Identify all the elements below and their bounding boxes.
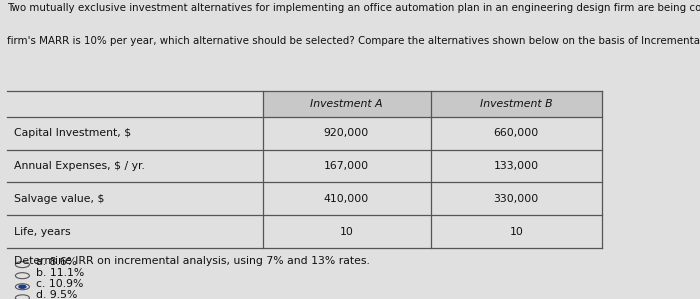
Text: 167,000: 167,000 — [324, 161, 369, 171]
Text: Determine IRR on incremental analysis, using 7% and 13% rates.: Determine IRR on incremental analysis, u… — [14, 256, 370, 266]
Text: 920,000: 920,000 — [324, 128, 369, 138]
Text: d. 9.5%: d. 9.5% — [36, 290, 78, 299]
Text: Capital Investment, $: Capital Investment, $ — [14, 128, 131, 138]
Text: 330,000: 330,000 — [494, 194, 539, 204]
Text: 10: 10 — [510, 227, 523, 237]
Text: 10: 10 — [340, 227, 354, 237]
Bar — [262, 91, 430, 117]
Text: Life, years: Life, years — [14, 227, 71, 237]
Text: 133,000: 133,000 — [494, 161, 539, 171]
Text: a. 8.6%: a. 8.6% — [36, 257, 78, 267]
Text: Salvage value, $: Salvage value, $ — [14, 194, 104, 204]
Text: 410,000: 410,000 — [324, 194, 369, 204]
Text: firm's MARR is 10% per year, which alternative should be selected? Compare the a: firm's MARR is 10% per year, which alter… — [7, 36, 700, 46]
Text: c. 10.9%: c. 10.9% — [36, 279, 84, 289]
Text: Investment B: Investment B — [480, 99, 552, 109]
Text: 660,000: 660,000 — [494, 128, 539, 138]
Text: Annual Expenses, $ / yr.: Annual Expenses, $ / yr. — [14, 161, 145, 171]
Bar — [430, 91, 602, 117]
Circle shape — [19, 285, 26, 288]
Text: b. 11.1%: b. 11.1% — [36, 268, 85, 278]
Text: Two mutually exclusive investment alternatives for implementing an office automa: Two mutually exclusive investment altern… — [7, 3, 700, 13]
Text: Investment A: Investment A — [310, 99, 383, 109]
